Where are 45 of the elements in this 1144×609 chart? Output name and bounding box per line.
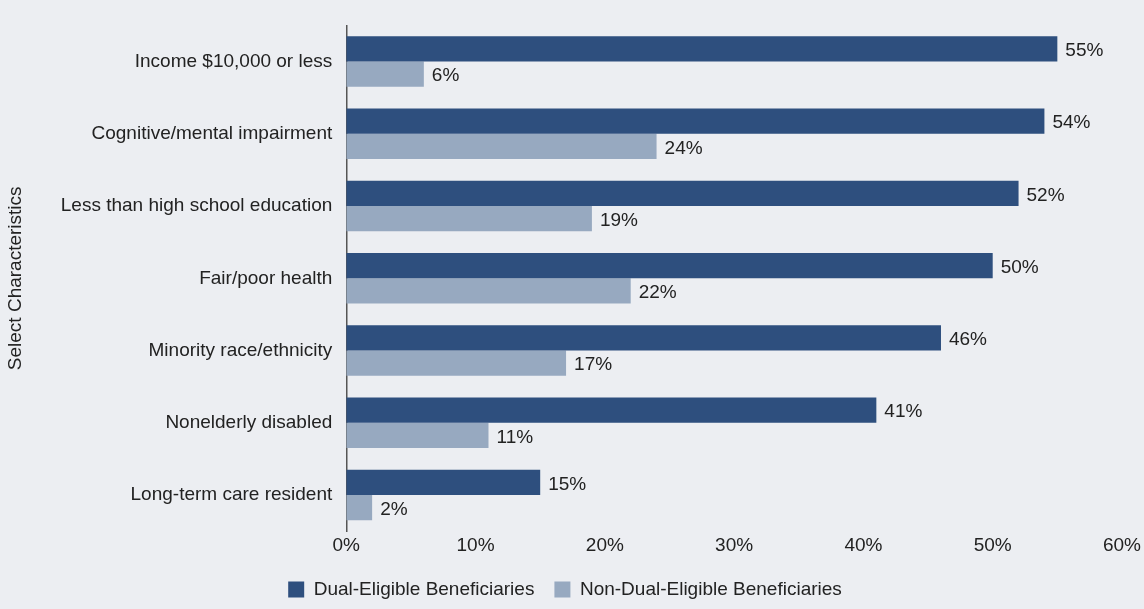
bar [346, 108, 1045, 134]
y-tick-label: Minority race/ethnicity [148, 338, 333, 360]
y-tick-label: Cognitive/mental impairment [91, 122, 333, 144]
y-tick-label: Long-term care resident [130, 483, 333, 505]
data-label: 46% [948, 328, 988, 350]
data-label: 50% [1000, 255, 1039, 277]
bar [346, 61, 424, 87]
bar [346, 253, 993, 279]
x-tick-label: 30% [715, 533, 754, 555]
data-label: 41% [884, 400, 923, 422]
bar [346, 278, 631, 304]
bar [346, 325, 941, 351]
bar [346, 469, 541, 496]
data-label: 2% [380, 497, 408, 519]
legend-label: Non-Dual-Eligible Beneficiaries [579, 577, 842, 599]
bar [346, 180, 1019, 207]
x-tick-label: 0% [332, 533, 361, 555]
data-label: 17% [574, 353, 613, 375]
data-label: 22% [638, 281, 677, 303]
data-label: 54% [1052, 111, 1091, 133]
bar [346, 495, 373, 521]
data-label: 24% [664, 136, 703, 158]
bar [346, 206, 592, 232]
bar [346, 422, 489, 449]
data-label: 52% [1026, 183, 1065, 205]
x-tick-label: 60% [1102, 533, 1142, 555]
data-label: 15% [548, 472, 587, 494]
x-tick-label: 40% [844, 533, 883, 555]
y-tick-label: Nonelderly disabled [165, 411, 333, 433]
bar [346, 36, 1058, 62]
data-label: 19% [599, 208, 639, 230]
y-tick-label: Fair/poor health [199, 266, 333, 288]
x-tick-label: 20% [585, 533, 624, 555]
y-tick-label: Income $10,000 or less [134, 49, 333, 71]
x-tick-label: 50% [973, 533, 1012, 555]
legend-label: Dual-Eligible Beneficiaries [313, 577, 535, 599]
data-label: 55% [1065, 39, 1104, 61]
data-label: 6% [431, 64, 460, 86]
bar [346, 133, 657, 160]
x-tick-label: 10% [456, 533, 495, 555]
y-axis-title: Select Characteristics [3, 186, 25, 371]
data-label: 11% [496, 425, 534, 447]
y-tick-label: Less than high school education [60, 194, 333, 216]
bar [346, 397, 877, 423]
bar [346, 350, 567, 376]
